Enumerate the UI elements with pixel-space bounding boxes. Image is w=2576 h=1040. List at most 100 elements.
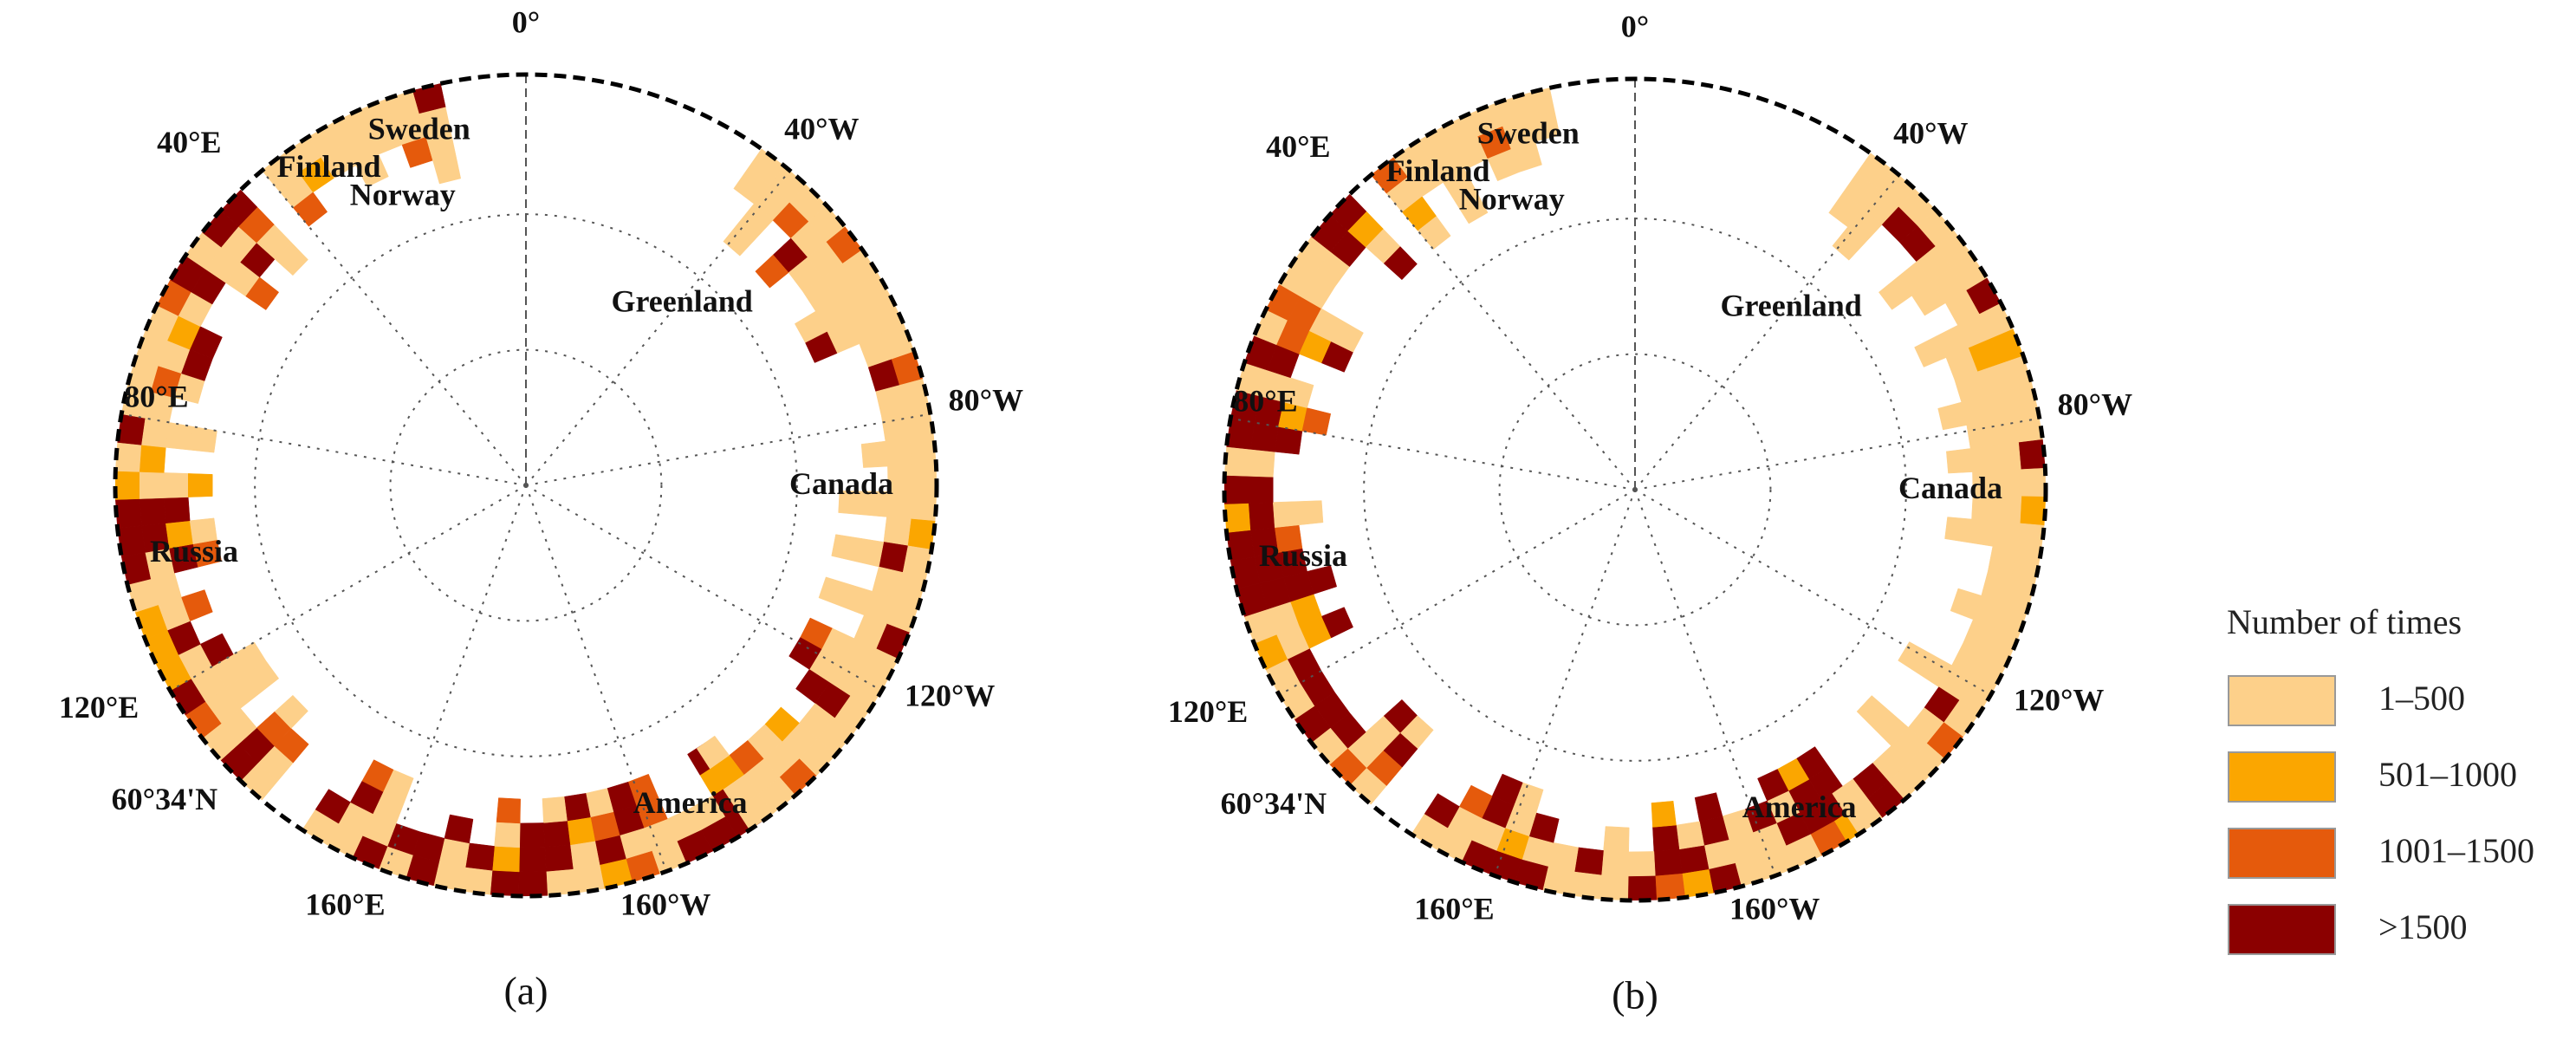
coverage-cell	[1832, 778, 1868, 815]
coverage-cell	[1275, 426, 1303, 455]
coverage-cell	[1283, 377, 1314, 408]
coverage-cell	[544, 844, 574, 872]
coverage-cell	[355, 153, 389, 187]
graticule	[525, 484, 668, 872]
coverage-cell	[490, 870, 520, 897]
coverage-cell	[115, 498, 142, 529]
coverage-cell	[1417, 216, 1451, 250]
coverage-cell	[1383, 699, 1418, 733]
map-border	[113, 72, 939, 899]
map-label: 160°W	[620, 887, 711, 922]
map-label: 40°W	[784, 112, 859, 146]
coverage-cell	[1653, 848, 1683, 876]
coverage-cell	[860, 440, 888, 468]
coverage-cell	[795, 669, 830, 704]
caption: (b)	[1612, 972, 1658, 1017]
map-label: Norway	[350, 177, 456, 211]
map-label: 160°E	[1414, 892, 1494, 926]
coverage-cell	[432, 154, 462, 185]
graticule	[1634, 174, 1900, 491]
map-label: 80°W	[2058, 387, 2132, 421]
map-label: Greenland	[611, 284, 752, 319]
coverage-cell	[1603, 826, 1630, 853]
graticule	[525, 413, 931, 486]
map-label: America	[1742, 790, 1857, 824]
graticule	[261, 170, 527, 486]
map-label: Russia	[150, 534, 238, 569]
graticule	[389, 348, 663, 622]
coverage-cell	[315, 789, 351, 824]
coverage-cell	[1832, 226, 1866, 261]
graticule	[1230, 417, 1636, 491]
map-label: 120°E	[1168, 694, 1248, 729]
coverage-cell	[444, 814, 474, 844]
coverage-cell	[1321, 607, 1353, 639]
coverage-cell	[1966, 419, 1995, 449]
caption: (a)	[503, 968, 548, 1012]
map-label: 120°W	[2014, 683, 2104, 718]
coverage-cell	[563, 793, 591, 822]
coverage-cell	[838, 491, 865, 516]
coverage-cell	[805, 331, 838, 363]
coverage-cell	[1459, 784, 1493, 819]
legend-label: 1001–1500	[2378, 831, 2534, 870]
coverage-cell	[1424, 793, 1460, 829]
graticule	[525, 170, 791, 486]
map-label: 60°34'N	[1221, 786, 1327, 821]
coverage-cell	[1307, 565, 1338, 595]
coverage-cell	[1574, 847, 1604, 875]
legend: Number of times 1–500 501–1000 1001–1500 >15…	[2227, 602, 2534, 955]
coverage-cell	[854, 537, 885, 568]
legend-swatch	[2228, 675, 2336, 726]
coverage-cell	[1627, 875, 1658, 901]
coverage-cell	[1969, 445, 1997, 472]
map-label: 120°W	[905, 679, 995, 713]
coverage-cell	[1383, 246, 1418, 281]
graticule	[1634, 417, 2040, 491]
coverage-cell	[1994, 442, 2021, 471]
map-label: 60°34'N	[112, 782, 217, 816]
coverage-cell	[1570, 871, 1602, 900]
coverage-cell	[232, 641, 267, 675]
map-label: 40°W	[1893, 116, 1968, 151]
map-label: Russia	[1259, 538, 1347, 573]
coverage-cell	[1992, 521, 2021, 551]
coverage-cell	[1331, 320, 1364, 353]
coverage-cell	[181, 589, 213, 621]
coverage-cell	[190, 326, 223, 360]
coverage-cell	[909, 434, 937, 465]
map-label: 0°	[512, 4, 540, 39]
graticule	[1493, 489, 1636, 876]
coverage-cell	[1937, 401, 1968, 431]
coverage-cell	[518, 847, 547, 873]
coverage-cell	[883, 517, 912, 547]
map-label: Sweden	[1477, 116, 1580, 151]
coverage-cell	[2018, 439, 2046, 470]
coverage-cell	[788, 637, 822, 670]
coverage-cell	[1224, 475, 1249, 504]
coverage-cell	[189, 517, 217, 545]
graticule	[525, 484, 882, 692]
map-border	[1222, 76, 2048, 903]
legend-swatch	[2228, 904, 2336, 955]
coverage-cell	[1249, 502, 1275, 530]
graticule	[1634, 489, 1777, 876]
coverage-cell	[115, 442, 142, 472]
map-label: 80°E	[1233, 384, 1297, 419]
coverage-cell	[115, 471, 140, 500]
legend-label: 501–1000	[2378, 755, 2517, 794]
legend-swatch	[2228, 751, 2336, 803]
coverage-cell	[696, 735, 730, 770]
coverage-cell	[818, 576, 850, 608]
coverage-cell	[292, 192, 328, 227]
coverage-cell	[567, 816, 596, 846]
legend-label: >1500	[2378, 907, 2468, 946]
legend-title: Number of times	[2227, 602, 2462, 641]
map-label: Finland	[276, 149, 380, 184]
graticule	[254, 213, 798, 757]
coverage-cell	[140, 497, 166, 526]
coverage-cell	[1682, 868, 1714, 898]
coverage-cell	[885, 438, 912, 467]
map-label: 40°E	[1266, 129, 1330, 164]
